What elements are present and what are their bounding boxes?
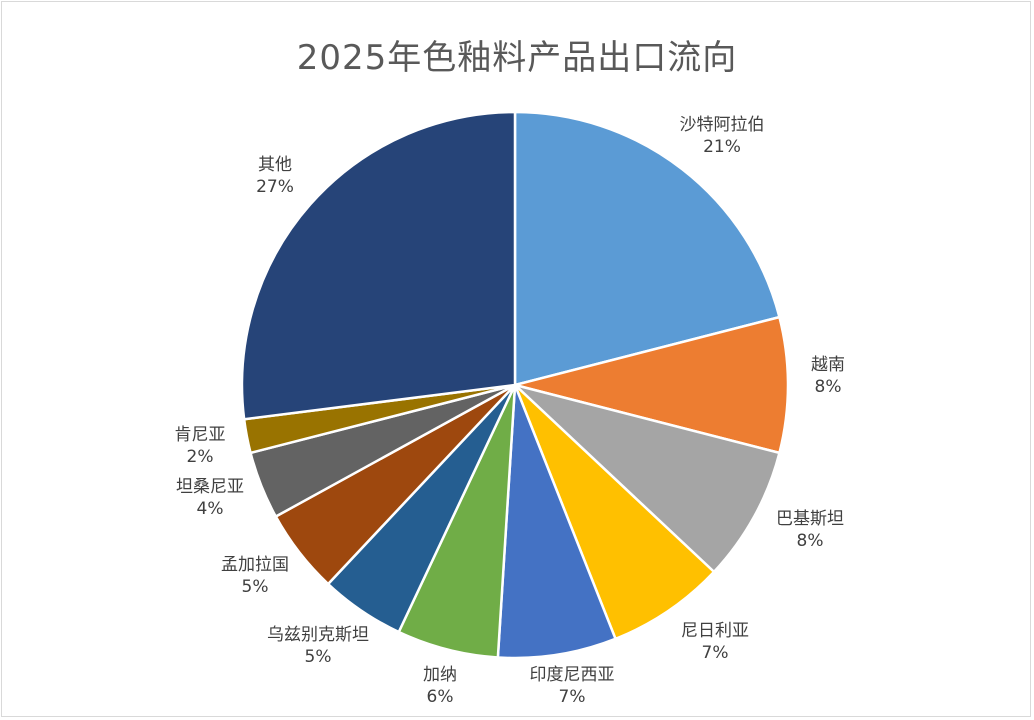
pie-slice: [513, 383, 781, 574]
slice-label: 印度尼西亚: [530, 665, 615, 685]
slice-label: 沙特阿拉伯: [680, 115, 765, 135]
slice-label: 尼日利亚: [681, 621, 749, 641]
pie-slice: [513, 315, 790, 455]
slice-percent-label: 4%: [197, 499, 224, 519]
pie-slice: [496, 383, 617, 660]
slice-label: 肯尼亚: [175, 425, 226, 445]
slice-label: 孟加拉国: [221, 555, 289, 575]
slice-percent-label: 8%: [797, 531, 824, 551]
slice-label: 乌兹别克斯坦: [267, 625, 369, 645]
slice-percent-label: 6%: [427, 687, 454, 707]
slice-percent-label: 7%: [559, 687, 586, 707]
slice-percent-label: 5%: [305, 647, 332, 667]
slice-percent-label: 8%: [815, 377, 842, 397]
pie-slice: [513, 383, 716, 641]
slice-percent-label: 2%: [187, 447, 214, 467]
pie-slice: [240, 110, 517, 421]
slice-label: 加纳: [423, 665, 457, 685]
slice-percent-label: 27%: [256, 177, 294, 197]
slice-label: 巴基斯坦: [776, 509, 844, 529]
chart-title: 2025年色釉料产品出口流向: [296, 38, 738, 78]
slice-label: 其他: [258, 155, 292, 175]
slice-percent-label: 21%: [703, 137, 741, 157]
slice-percent-label: 5%: [242, 577, 269, 597]
pie-slices: [240, 110, 790, 660]
pie-slice: [513, 110, 781, 387]
pie-labels: 沙特阿拉伯21%越南8%巴基斯坦8%尼日利亚7%印度尼西亚7%加纳6%乌兹别克斯…: [175, 115, 846, 707]
slice-percent-label: 7%: [702, 643, 729, 663]
slice-label: 越南: [811, 355, 845, 375]
slice-label: 坦桑尼亚: [176, 477, 244, 497]
